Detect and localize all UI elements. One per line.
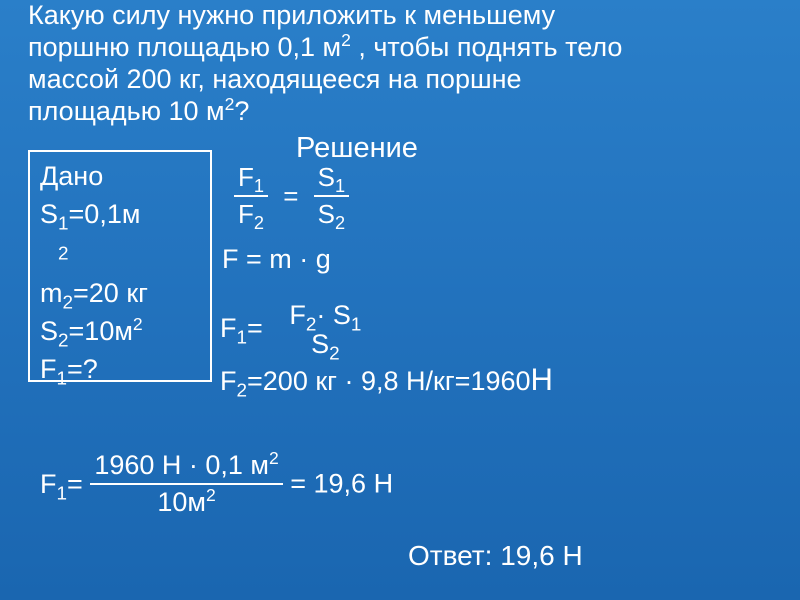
g-m2-a: m xyxy=(40,278,63,308)
eq3-nbs: 1 xyxy=(351,314,362,335)
f2-sym: F xyxy=(238,199,254,229)
eq5-fa: F xyxy=(40,469,57,499)
g-m2-sub: 2 xyxy=(63,293,74,314)
equation-f2-calc: F2=200 кг · 9,8 Н/кг=1960Н xyxy=(220,362,553,398)
g-s1-b: =0,1м xyxy=(69,199,141,229)
g-m2-b: =20 кг xyxy=(73,278,148,308)
given-f1: F1=? xyxy=(40,351,200,389)
problem-line1: Какую силу нужно приложить к меньшему xyxy=(28,0,555,30)
equation-fmg: F = m · g xyxy=(222,244,331,275)
s1-sym: S xyxy=(318,162,335,192)
eq5-den: 10м xyxy=(157,487,206,517)
eq3-eq: = xyxy=(247,313,263,343)
given-box: Дано S1=0,1м 2 m2=20 кг S2=10м2 F1=? xyxy=(28,150,212,382)
problem-line4b: ? xyxy=(234,96,249,126)
g-s1-sq: 2 xyxy=(58,243,69,264)
equation-f1-calc: F1= 1960 Н · 0,1 м2 10м2 = 19,6 Н xyxy=(40,450,393,518)
eq3-nb: · S xyxy=(316,300,351,330)
eq5-densup: 2 xyxy=(206,485,216,505)
g-f1-b: =? xyxy=(67,354,98,384)
problem-line4a: площадью 10 м xyxy=(28,96,225,126)
eq3-frac: F2· S1 S2 xyxy=(285,300,365,360)
answer: Ответ: 19,6 Н xyxy=(408,540,583,572)
eq3-fs: 1 xyxy=(237,328,248,349)
eq4-c: Н xyxy=(531,362,553,397)
eq4-a: F xyxy=(220,366,237,396)
eq3-d: S xyxy=(311,329,329,359)
f2-sub: 2 xyxy=(254,213,264,233)
g-s2-a: S xyxy=(40,316,58,346)
eq5-num: 1960 Н · 0,1 м xyxy=(94,450,269,480)
eq5-numsup: 2 xyxy=(269,448,279,468)
problem-line2-sup: 2 xyxy=(341,30,351,50)
problem-line2b: , чтобы поднять тело xyxy=(351,32,623,62)
problem-text: Какую силу нужно приложить к меньшему по… xyxy=(28,0,748,127)
eq3-fa: F xyxy=(220,313,237,343)
given-title: Дано xyxy=(40,158,200,196)
eq5-lhs: F1= xyxy=(40,469,90,499)
g-f1-sub: 1 xyxy=(57,368,68,389)
f1-sub: 1 xyxy=(254,176,264,196)
g-s2-sub: 2 xyxy=(58,331,69,352)
eq3-na: F xyxy=(289,300,306,330)
f1-sym: F xyxy=(238,162,254,192)
eq-sign: = xyxy=(283,181,298,212)
problem-line4-sup: 2 xyxy=(225,94,235,114)
eq5-frac: 1960 Н · 0,1 м2 10м2 xyxy=(90,450,282,518)
eq4-b: =200 кг · 9,8 Н/кг=1960 xyxy=(247,366,531,396)
given-m2: m2=20 кг xyxy=(40,275,200,313)
s1-sub: 1 xyxy=(335,176,345,196)
equation-ratio: F1 F2 = S1 S2 xyxy=(234,162,349,230)
equation-f1-expr: F1= F2· S1 S2 xyxy=(220,300,365,360)
s2-sym: S xyxy=(318,199,335,229)
g-s2-sup: 2 xyxy=(133,314,143,334)
eq4-as: 2 xyxy=(237,380,248,401)
g-s2-b: =10м xyxy=(69,316,133,346)
eq5-eq: = xyxy=(67,469,83,499)
solution-title: Решение xyxy=(296,132,418,165)
eq5-rhs: = 19,6 Н xyxy=(290,469,393,499)
g-s1-a: S xyxy=(40,199,58,229)
problem-line3: массой 200 кг, находящееся на поршне xyxy=(28,64,522,94)
problem-line2a: поршню площадью 0,1 м xyxy=(28,32,341,62)
eq5-fs: 1 xyxy=(57,483,68,504)
given-s2: S2=10м2 xyxy=(40,313,200,351)
frac-s: S1 S2 xyxy=(314,162,349,230)
g-f1-a: F xyxy=(40,354,57,384)
frac-f: F1 F2 xyxy=(234,162,268,230)
s2-sub: 2 xyxy=(335,213,345,233)
